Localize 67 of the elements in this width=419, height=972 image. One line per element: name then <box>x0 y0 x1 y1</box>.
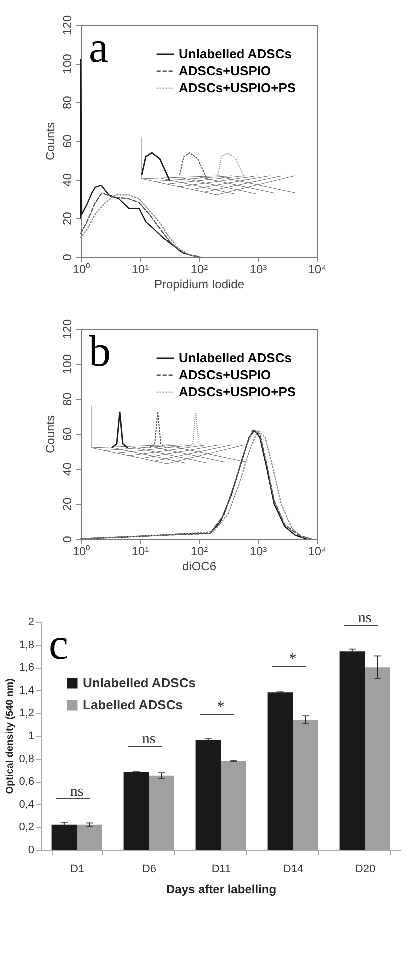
x-tick-label: D14 <box>283 864 304 876</box>
bar <box>340 652 365 850</box>
annotation: ns <box>70 784 84 800</box>
y-tick-label: 40 <box>60 462 74 476</box>
annotation: ns <box>358 610 372 627</box>
y-tick-label: 20 <box>60 498 74 512</box>
y-tick-label: 0,2 <box>19 822 34 834</box>
y-tick-label: 120 <box>60 15 74 36</box>
x-tick-label: 10³ <box>250 262 268 276</box>
legend-label: ADSCs+USPIO+PS <box>179 384 296 400</box>
y-tick-label: 80 <box>60 392 74 406</box>
y-tick-label: 0,4 <box>19 798 34 811</box>
y-tick-label: 1,2 <box>19 708 34 720</box>
x-tick-label: 10⁰ <box>72 544 90 558</box>
legend-label: ADSCs+USPIO <box>179 64 272 78</box>
y-axis-title: Counts <box>44 415 58 454</box>
y-tick-label: 60 <box>60 134 74 148</box>
legend-label: Unlabelled ADSCs <box>179 350 292 366</box>
x-tick-label: 10¹ <box>132 544 150 558</box>
y-axis-title: Counts <box>44 122 58 161</box>
x-axis-title: diOC6 <box>182 560 217 574</box>
y-tick-label: 60 <box>60 428 74 442</box>
y-tick-label: 80 <box>60 96 74 110</box>
x-tick-label: 10⁴ <box>308 544 327 558</box>
bar <box>268 692 293 850</box>
y-tick-label: 120 <box>60 319 74 340</box>
y-axis-title: Optical density (540 nm) <box>5 678 16 794</box>
x-tick-label: D11 <box>212 864 232 876</box>
annotation: * <box>289 652 297 668</box>
x-tick-label: 10² <box>190 544 208 558</box>
y-tick-label: 0,6 <box>19 776 34 788</box>
y-tick-label: 0 <box>60 536 74 543</box>
x-tick-label: D1 <box>70 864 85 876</box>
bar <box>124 772 149 850</box>
y-tick-label: 100 <box>60 354 74 375</box>
x-tick-label: 10⁰ <box>72 262 90 276</box>
annotation: ns <box>142 731 156 748</box>
y-tick-label: 1,4 <box>19 684 34 697</box>
x-tick-label: 10⁴ <box>308 262 327 276</box>
bar <box>196 740 221 850</box>
x-axis-title: Days after labelling <box>166 882 277 896</box>
bar <box>52 824 77 850</box>
chart-title: c <box>49 620 69 669</box>
x-axis-title: Propidium Iodide <box>154 278 245 292</box>
legend-label: Unlabelled ADSCs <box>83 676 196 690</box>
y-tick-label: 40 <box>60 173 74 187</box>
y-tick-label: 0,8 <box>19 753 34 766</box>
legend-label: Unlabelled ADSCs <box>179 46 292 62</box>
legend-label: ADSCs+USPIO <box>179 368 272 382</box>
chart-title: b <box>89 327 111 376</box>
x-tick-label: D6 <box>142 864 157 876</box>
x-tick-label: 10³ <box>250 544 268 558</box>
x-tick-label: D20 <box>355 864 376 876</box>
x-tick-label: 10² <box>190 262 208 276</box>
y-tick-label: 2 <box>28 616 34 628</box>
chart-title: a <box>89 23 109 72</box>
y-tick-label: 100 <box>60 54 74 74</box>
y-tick-label: 1,8 <box>19 639 34 652</box>
y-tick-label: 20 <box>60 212 74 226</box>
legend-label: Labelled ADSCs <box>83 698 183 712</box>
y-tick-label: 1,6 <box>19 662 34 674</box>
y-tick-label: 1 <box>28 730 34 742</box>
y-tick-label: 0 <box>60 254 74 261</box>
y-tick-label: 0 <box>28 844 34 856</box>
legend-label: ADSCs+USPIO+PS <box>179 80 296 96</box>
x-tick-label: 10¹ <box>132 262 150 276</box>
annotation: * <box>217 700 225 716</box>
